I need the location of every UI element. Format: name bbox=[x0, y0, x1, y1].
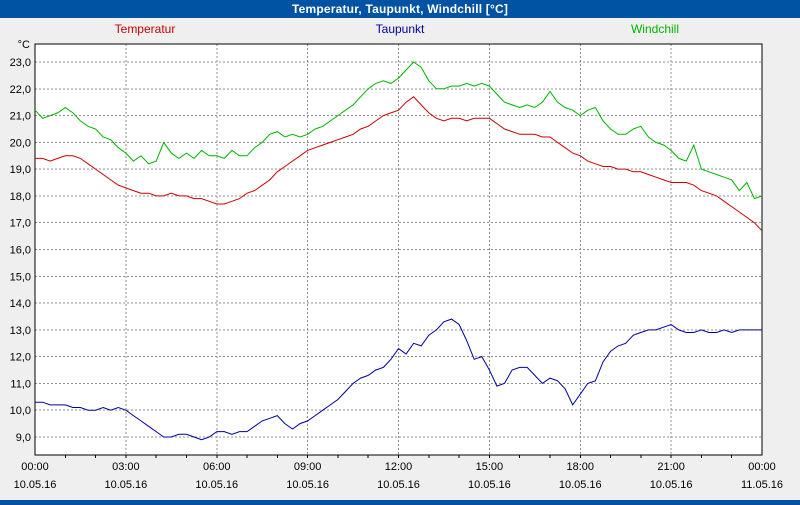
x-hour-label: 06:00 bbox=[203, 461, 231, 473]
x-date-label: 10.05.16 bbox=[104, 479, 147, 491]
y-tick-label: 14,0 bbox=[10, 298, 31, 310]
x-date-label: 10.05.16 bbox=[14, 479, 57, 491]
y-tick-label: 12,0 bbox=[10, 352, 31, 364]
series-line-taupunkt bbox=[35, 318, 762, 441]
y-tick-label: 10,0 bbox=[10, 405, 31, 417]
x-date-label: 10.05.16 bbox=[468, 479, 511, 491]
window-bottom-border bbox=[0, 500, 800, 505]
y-tick-label: 17,0 bbox=[10, 218, 31, 230]
y-tick-label: 11,0 bbox=[10, 378, 31, 390]
y-tick-label: 20,0 bbox=[10, 137, 31, 149]
y-tick-label: 13,0 bbox=[10, 325, 31, 337]
y-tick-label: 19,0 bbox=[10, 164, 31, 176]
legend-label-windchill: Windchill bbox=[631, 22, 679, 36]
x-hour-label: 12:00 bbox=[385, 461, 413, 473]
y-tick-label: 23,0 bbox=[10, 57, 31, 69]
series-line-temperatur bbox=[35, 96, 763, 232]
y-tick-label: 16,0 bbox=[10, 245, 31, 257]
x-hour-label: 00:00 bbox=[748, 461, 776, 473]
x-date-label: 10.05.16 bbox=[650, 479, 693, 491]
x-date-label: 10.05.16 bbox=[377, 479, 420, 491]
y-tick-label: 22,0 bbox=[10, 84, 31, 96]
y-axis-unit-label: °C bbox=[18, 39, 30, 51]
x-hour-label: 09:00 bbox=[294, 461, 322, 473]
x-hour-label: 18:00 bbox=[566, 461, 594, 473]
x-date-label: 11.05.16 bbox=[741, 479, 783, 491]
plot-border bbox=[34, 43, 763, 456]
window-titlebar: Temperatur, Taupunkt, Windchill [°C] bbox=[0, 0, 800, 18]
y-tick-label: 18,0 bbox=[10, 191, 31, 203]
legend-label-taupunkt: Taupunkt bbox=[376, 22, 425, 36]
chart-canvas: 23,0 22,0 21,0 20,0 19,0 18,0 17,0 16,0 15,0 14,0… bbox=[0, 18, 800, 495]
y-tick-label: 21,0 bbox=[10, 111, 31, 123]
chart-area: 23,0 22,0 21,0 20,0 19,0 18,0 17,0 16,0 15,0 14,0… bbox=[0, 18, 800, 500]
x-date-label: 10.05.16 bbox=[286, 479, 329, 491]
y-tick-label: 9,0 bbox=[16, 432, 31, 444]
x-hour-label: 00:00 bbox=[21, 461, 49, 473]
x-hour-label: 21:00 bbox=[657, 461, 685, 473]
legend-label-temperatur: Temperatur bbox=[115, 22, 176, 36]
x-hour-label: 15:00 bbox=[476, 461, 504, 473]
y-tick-label: 15,0 bbox=[10, 271, 31, 283]
series-line-windchill bbox=[34, 61, 763, 200]
x-date-label: 10.05.16 bbox=[195, 479, 238, 491]
chart-title: Temperatur, Taupunkt, Windchill [°C] bbox=[291, 2, 509, 16]
x-hour-label: 03:00 bbox=[112, 461, 140, 473]
x-date-label: 10.05.16 bbox=[559, 479, 602, 491]
